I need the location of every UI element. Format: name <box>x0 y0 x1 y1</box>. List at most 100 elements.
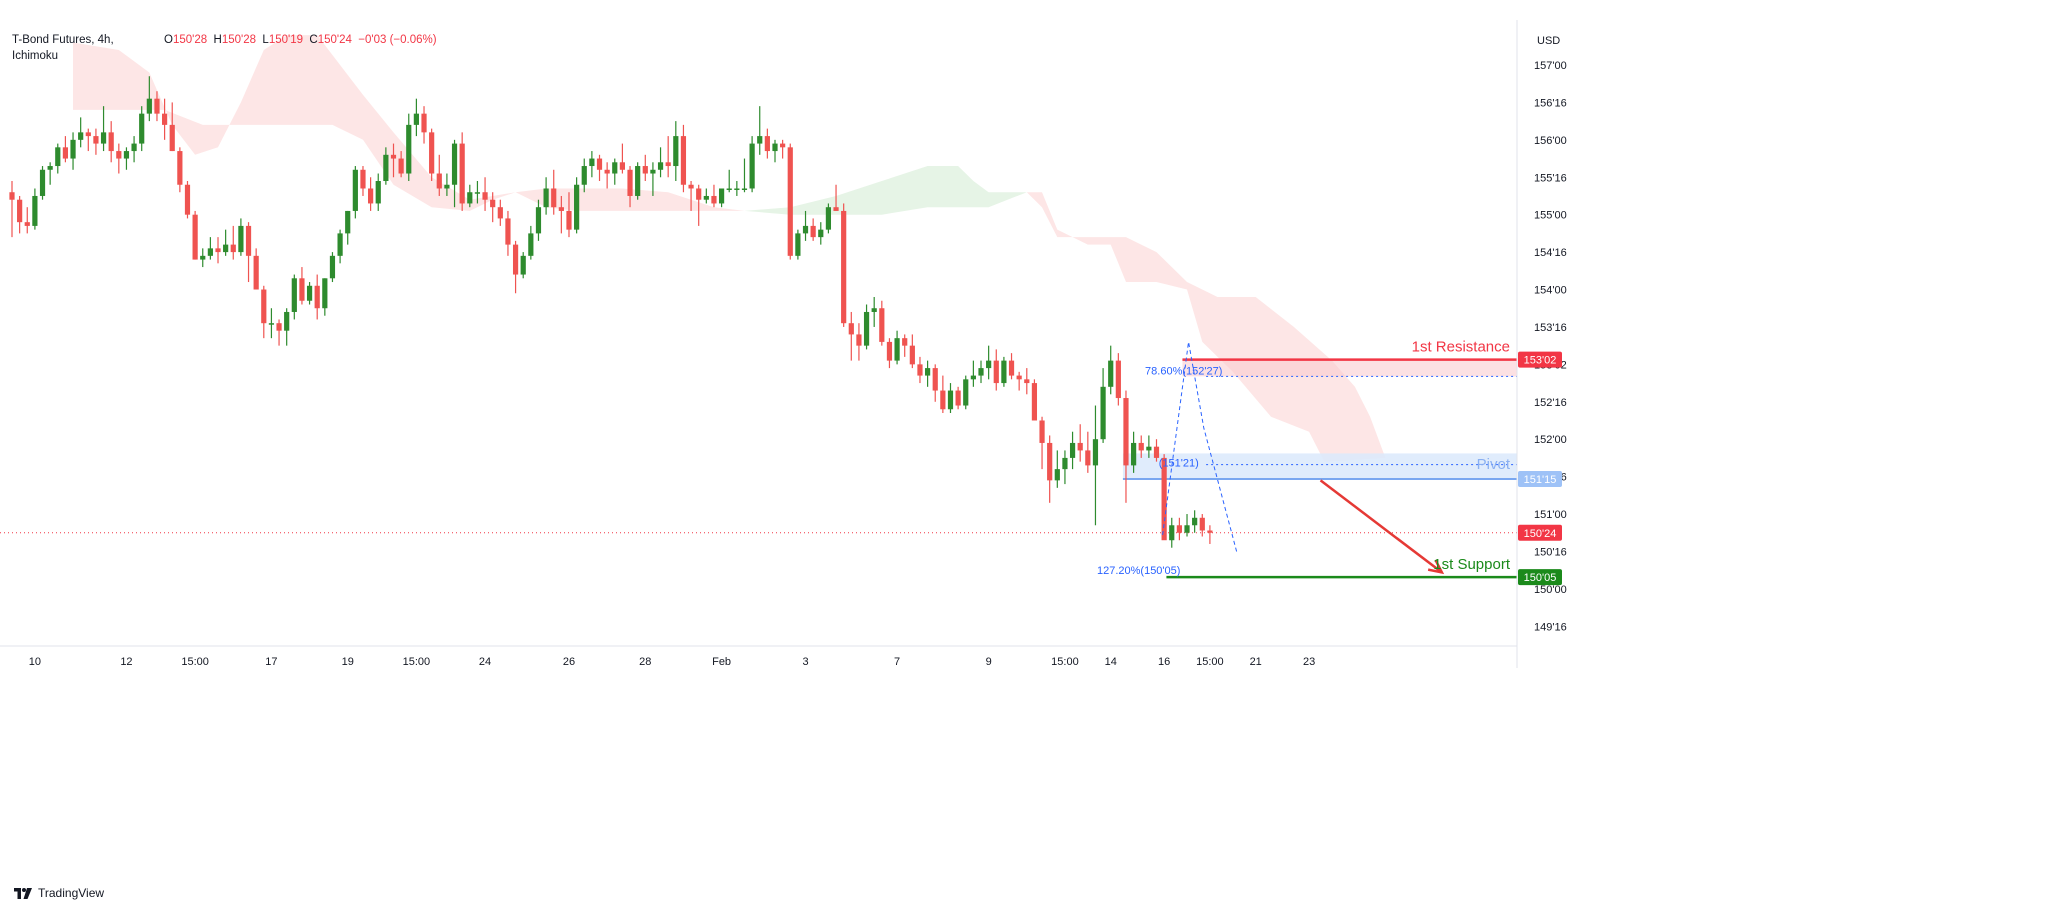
candle <box>1031 379 1038 421</box>
candle <box>268 308 275 339</box>
candle-body <box>177 151 183 185</box>
candle <box>375 173 381 211</box>
candle <box>398 151 404 178</box>
candle-body <box>17 199 23 223</box>
candle-body <box>329 255 336 279</box>
candle-body <box>360 169 366 189</box>
candle-body <box>47 166 53 170</box>
resistance-label: 1st Resistance <box>1412 339 1510 356</box>
candle <box>421 106 427 144</box>
candle-body <box>291 278 297 312</box>
candle-body <box>1108 360 1114 387</box>
candle-body <box>802 225 809 234</box>
candle <box>306 282 313 305</box>
candle-body <box>1024 379 1030 384</box>
candle-body <box>986 360 992 369</box>
candle-body <box>1123 398 1129 466</box>
candle-body <box>741 188 748 190</box>
candle-body <box>665 162 671 167</box>
current-price-tag-bg <box>1518 524 1562 541</box>
axes: 149'16150'00150'16151'00151'16152'00152'… <box>0 20 1567 668</box>
candle-body <box>200 255 206 260</box>
candle-body <box>413 113 419 125</box>
candle-body <box>444 184 450 189</box>
brand-label: TradingView <box>38 886 105 900</box>
candle <box>1008 353 1015 380</box>
candle <box>123 147 130 170</box>
candle-body <box>512 244 519 275</box>
candle <box>757 106 763 155</box>
candle-body <box>345 210 351 234</box>
low-value: 150'19 <box>268 34 304 46</box>
candle-body <box>352 169 358 211</box>
candle <box>1024 368 1030 395</box>
candle <box>505 210 511 256</box>
cloud-segment-2 <box>744 166 1027 215</box>
candle-body <box>299 278 305 301</box>
candle-body <box>596 158 603 170</box>
candle-body <box>85 132 91 137</box>
x-tick-label: 21 <box>1250 656 1262 668</box>
candle <box>856 323 862 361</box>
candle <box>1077 424 1083 462</box>
candle-body <box>93 136 99 144</box>
x-tick-label: Feb <box>712 656 731 668</box>
candle-body <box>1008 360 1015 376</box>
fib-swing-lines <box>1162 341 1238 552</box>
candle <box>1100 368 1106 443</box>
candle <box>619 143 625 174</box>
candle <box>146 76 152 122</box>
candle <box>841 203 847 327</box>
candle <box>368 177 374 211</box>
y-tick-label: 154'00 <box>1534 285 1567 297</box>
candle-body <box>528 233 534 256</box>
candle <box>291 274 297 320</box>
candle <box>917 356 923 384</box>
candle <box>223 229 229 256</box>
candle-body <box>1169 525 1175 541</box>
change-value: −0'03 (−0.06%) <box>358 34 437 46</box>
candle <box>825 203 832 234</box>
candle-body <box>162 113 168 125</box>
indicator-label[interactable]: Ichimoku <box>12 48 58 64</box>
candle-body <box>32 195 38 226</box>
candle-body <box>238 225 244 253</box>
candle-body <box>1077 442 1083 451</box>
candle <box>108 121 114 163</box>
candle <box>657 147 664 178</box>
candle-body <box>688 184 694 189</box>
candle <box>1115 353 1121 406</box>
candle-body <box>848 323 854 335</box>
candle <box>230 225 236 260</box>
tradingview-logo-icon <box>14 887 32 899</box>
open-value: 150'28 <box>172 34 208 46</box>
candle-body <box>490 199 496 208</box>
candle <box>833 184 839 211</box>
candle <box>1138 435 1144 458</box>
candle-body <box>978 368 984 376</box>
tradingview-footer[interactable]: TradingView <box>14 886 104 900</box>
candle <box>604 162 610 189</box>
resistance-price-tag: 153'02 <box>1518 351 1562 368</box>
low-label: L <box>262 34 269 46</box>
candle <box>581 158 587 193</box>
candle-body <box>718 188 725 204</box>
candle <box>1123 390 1129 503</box>
candle-body <box>787 147 793 256</box>
candle <box>818 222 824 245</box>
candle-body <box>169 124 175 152</box>
candle-body <box>558 207 564 211</box>
candle <box>955 386 961 410</box>
candle-body <box>963 379 969 406</box>
candle-body <box>940 390 946 410</box>
candle <box>451 139 458 208</box>
candle <box>192 210 198 260</box>
candle <box>1054 450 1060 488</box>
x-tick-label: 26 <box>563 656 575 668</box>
candle <box>154 91 160 122</box>
candle <box>299 267 305 305</box>
candle-body <box>1069 442 1076 458</box>
annotations: 1st Resistance Pivot 1st Support 78.60%(152… <box>1097 339 1511 577</box>
